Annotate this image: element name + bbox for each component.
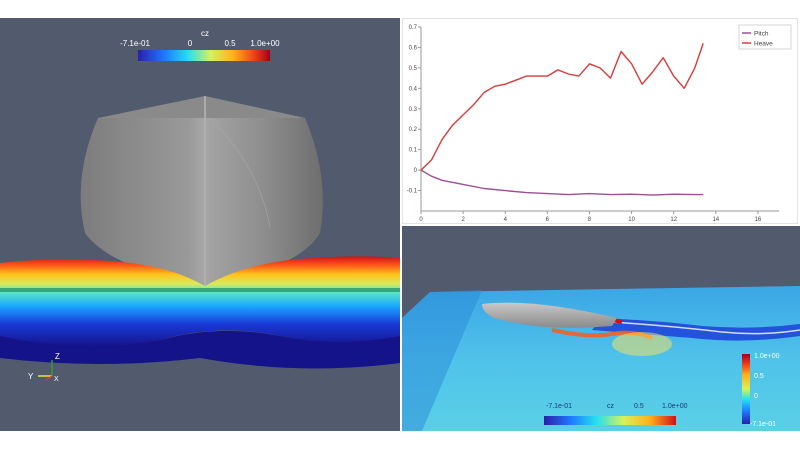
hcolorbar-label-max: 1.0e+00 — [662, 403, 688, 410]
chart-x-tick-label: 0 — [419, 217, 423, 223]
chart-x-tick-label: 4 — [504, 217, 508, 223]
colorbar-label-min: -7.1e-01 — [120, 39, 150, 48]
chart-x-tick-label: 14 — [712, 217, 719, 223]
chart-y-tick-label: 0.3 — [409, 107, 418, 113]
chart-x-tick-label: 2 — [461, 217, 465, 223]
hcolorbar-label-min: -7.1e-01 — [546, 403, 572, 410]
vcolorbar-label-zero: 0 — [754, 393, 758, 400]
hcolorbar-title: cz — [607, 403, 615, 410]
colorbar-label-max: 1.0e+00 — [250, 39, 280, 48]
chart-y-tick-label: 0.2 — [409, 127, 418, 133]
motion-chart-panel[interactable]: 0 2 4 6 8 10 12 14 16 0.7 0.6 0.5 0.4 0.3 0.2 0.1 0 -0.1 P… — [402, 18, 798, 224]
chart-y-tick-label: 0 — [414, 168, 418, 174]
chart-y-tick-label: -0.1 — [407, 189, 418, 195]
colorbar-title: cz — [201, 29, 209, 38]
chart-x-tick-label: 12 — [670, 217, 677, 223]
colorbar-horizontal — [544, 416, 676, 425]
water-deep — [0, 330, 400, 369]
hcolorbar-label-mid: 0.5 — [634, 403, 644, 410]
chart-x-tick-label: 10 — [628, 217, 635, 223]
colorbar-label-mid: 0.5 — [224, 39, 236, 48]
water-plane — [402, 286, 800, 431]
vcolorbar-label-mid: 0.5 — [754, 373, 764, 380]
pitch-heave-chart: 0 2 4 6 8 10 12 14 16 0.7 0.6 0.5 0.4 0.3 0.2 0.1 0 -0.1 P… — [407, 24, 792, 223]
chart-x-tick-label: 8 — [588, 217, 592, 223]
legend-label-heave: Heave — [754, 41, 773, 48]
colorbar-vertical — [742, 354, 750, 424]
colorbar-label-zero: 0 — [188, 39, 193, 48]
axis-x-label: X — [54, 376, 59, 383]
chart-y-tick-label: 0.4 — [409, 86, 418, 92]
chart-y-tick-label: 0.1 — [409, 148, 418, 154]
series-line-heave — [420, 43, 704, 171]
chart-y-tick-label: 0.6 — [409, 45, 418, 51]
vcolorbar-label-max: 1.0e+00 — [754, 353, 780, 360]
left-3d-viewport[interactable]: cz -7.1e-01 0 0.5 1.0e+00 Z Y X — [0, 18, 400, 431]
legend-label-pitch: Pitch — [754, 31, 769, 38]
water-surface-cz — [0, 256, 400, 347]
axis-z-label: Z — [55, 352, 60, 361]
hull-deck — [98, 96, 305, 118]
axis-y-label: Y — [28, 372, 34, 381]
chart-x-tick-label: 6 — [546, 217, 550, 223]
axes-triad: Z Y X — [28, 352, 60, 383]
right-3d-viewport[interactable]: 1.0e+00 0.5 0 -7.1e-01 -7.1e-01 cz 0.5 1… — [402, 226, 800, 431]
perspective-render: 1.0e+00 0.5 0 -7.1e-01 -7.1e-01 cz 0.5 1… — [402, 286, 800, 431]
chart-y-tick-label: 0.7 — [409, 25, 418, 31]
ship-hull — [80, 118, 323, 286]
colorbar — [138, 50, 270, 61]
chart-y-tick-label: 0.5 — [409, 66, 418, 72]
bow-view-render: cz -7.1e-01 0 0.5 1.0e+00 Z Y X — [0, 29, 400, 383]
ship-model — [482, 302, 617, 328]
chart-x-tick-label: 16 — [755, 217, 762, 223]
chart-legend — [738, 24, 792, 50]
series-line-pitch — [420, 169, 704, 196]
vcolorbar-label-min: -7.1e-01 — [750, 421, 776, 428]
